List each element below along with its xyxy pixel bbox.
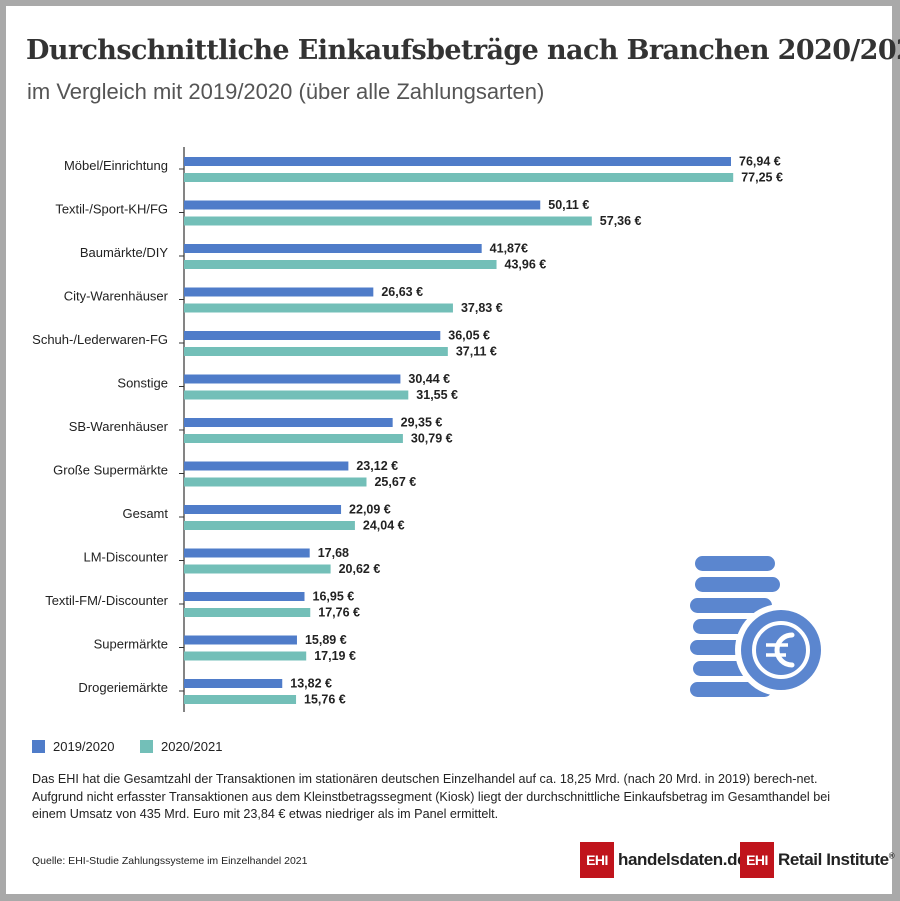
data-label: 29,35 € xyxy=(401,416,443,430)
category-label: Textil-/Sport-KH/FG xyxy=(55,202,168,217)
data-label: 17,76 € xyxy=(318,606,360,620)
bar-2019-2020 xyxy=(184,418,393,427)
coin-stack-plate xyxy=(695,556,775,571)
category-label: Baumärkte/DIY xyxy=(80,245,168,260)
logo-box: EHI xyxy=(580,842,614,878)
bar-2019-2020 xyxy=(184,592,305,601)
data-label: 43,96 € xyxy=(505,258,547,272)
ehi-retail-institute-logo[interactable]: EHI Retail Institute® xyxy=(740,842,895,878)
bar-2019-2020 xyxy=(184,679,283,688)
data-label: 25,67 € xyxy=(374,475,416,489)
data-label: 37,11 € xyxy=(456,345,497,359)
coin-stack-plate xyxy=(690,682,772,697)
euro-coin-ring xyxy=(752,621,810,679)
data-label: 22,09 € xyxy=(349,503,391,517)
chart-frame xyxy=(6,6,892,894)
data-label: 77,25 € xyxy=(741,171,783,185)
bar-2020-2021 xyxy=(184,347,448,356)
category-label: Drogeriemärkte xyxy=(78,680,168,695)
bar-2020-2021 xyxy=(184,303,453,313)
logo-text: handelsdaten.de xyxy=(618,850,747,869)
legend-swatch-2019-2020 xyxy=(32,740,45,753)
bar-2019-2020 xyxy=(184,331,441,340)
category-label: Textil-FM/-Discounter xyxy=(45,593,168,608)
category-label: Schuh-/Lederwaren-FG xyxy=(32,332,168,347)
bar-2020-2021 xyxy=(184,695,297,704)
legend-swatch-2020-2021 xyxy=(140,740,153,753)
data-label: 31,55 € xyxy=(416,388,458,402)
bar-2019-2020 xyxy=(184,244,482,253)
legend-label: 2019/2020 xyxy=(53,739,115,754)
bar-2020-2021 xyxy=(184,651,307,661)
legend-item-2019-2020: 2019/2020 xyxy=(32,739,114,754)
category-label: Sonstige xyxy=(117,376,168,391)
category-label: Möbel/Einrichtung xyxy=(64,158,168,173)
category-label: Gesamt xyxy=(122,506,168,521)
bar-2020-2021 xyxy=(184,216,592,226)
data-label: 15,76 € xyxy=(304,693,346,707)
bar-2020-2021 xyxy=(184,173,734,182)
chart-subtitle: im Vergleich mit 2019/2020 (über alle Za… xyxy=(27,79,545,104)
data-label: 30,79 € xyxy=(411,432,453,446)
category-label: LM-Discounter xyxy=(83,550,168,565)
logo-name: Retail Institute xyxy=(778,850,889,869)
data-label: 15,89 € xyxy=(305,633,347,647)
bar-2020-2021 xyxy=(184,521,355,530)
legend-label: 2020/2021 xyxy=(161,739,223,754)
bar-2019-2020 xyxy=(184,461,349,471)
data-label: 26,63 € xyxy=(381,285,423,299)
logo-box: EHI xyxy=(740,842,774,878)
bar-2019-2020 xyxy=(184,635,297,645)
chart-title: Durchschnittliche Einkaufsbeträge nach B… xyxy=(26,35,900,66)
bar-2020-2021 xyxy=(184,390,409,400)
bar-2020-2021 xyxy=(184,564,331,574)
euro-sign-arc xyxy=(774,632,795,668)
category-label: City-Warenhäuser xyxy=(64,289,169,304)
data-label: 23,12 € xyxy=(356,459,398,473)
data-label: 17,19 € xyxy=(314,649,356,663)
data-label: 13,82 € xyxy=(290,677,332,691)
data-label: 50,11 € xyxy=(548,198,589,212)
coin-stack-plate xyxy=(690,598,772,613)
data-label: 36,05 € xyxy=(448,329,490,343)
bar-2019-2020 xyxy=(184,505,342,514)
data-label: 24,04 € xyxy=(363,519,405,533)
data-label: 20,62 € xyxy=(339,562,381,576)
data-label: 41,87€ xyxy=(490,242,528,256)
coin-stack-plate xyxy=(695,577,780,592)
data-label: 76,94 € xyxy=(739,155,781,169)
footnote-text: Das EHI hat die Gesamtzahl der Transakti… xyxy=(32,772,831,821)
bar-2019-2020 xyxy=(184,157,731,166)
bar-2020-2021 xyxy=(184,434,403,443)
source-text: Quelle: EHI-Studie Zahlungssysteme im Ei… xyxy=(32,855,308,867)
data-label: 30,44 € xyxy=(408,372,450,386)
bar-2019-2020 xyxy=(184,374,401,384)
logo-text: Retail Institute® xyxy=(778,850,895,870)
bar-2020-2021 xyxy=(184,477,367,487)
bar-2020-2021 xyxy=(184,260,497,269)
data-label: 37,83 € xyxy=(461,301,503,315)
bar-2019-2020 xyxy=(184,200,541,210)
registered-mark: ® xyxy=(888,851,895,861)
data-label: 16,95 € xyxy=(313,590,355,604)
bar-2020-2021 xyxy=(184,608,311,617)
category-label: Supermärkte xyxy=(94,637,168,652)
category-label: Große Supermärkte xyxy=(53,463,168,478)
legend-item-2020-2021: 2020/2021 xyxy=(140,739,222,754)
category-label: SB-Warenhäuser xyxy=(69,419,169,434)
data-label: 57,36 € xyxy=(600,214,642,228)
handelsdaten-logo[interactable]: EHI handelsdaten.de xyxy=(580,842,747,878)
bar-2019-2020 xyxy=(184,287,374,297)
bar-2019-2020 xyxy=(184,548,310,558)
data-label: 17,68 xyxy=(318,546,349,560)
